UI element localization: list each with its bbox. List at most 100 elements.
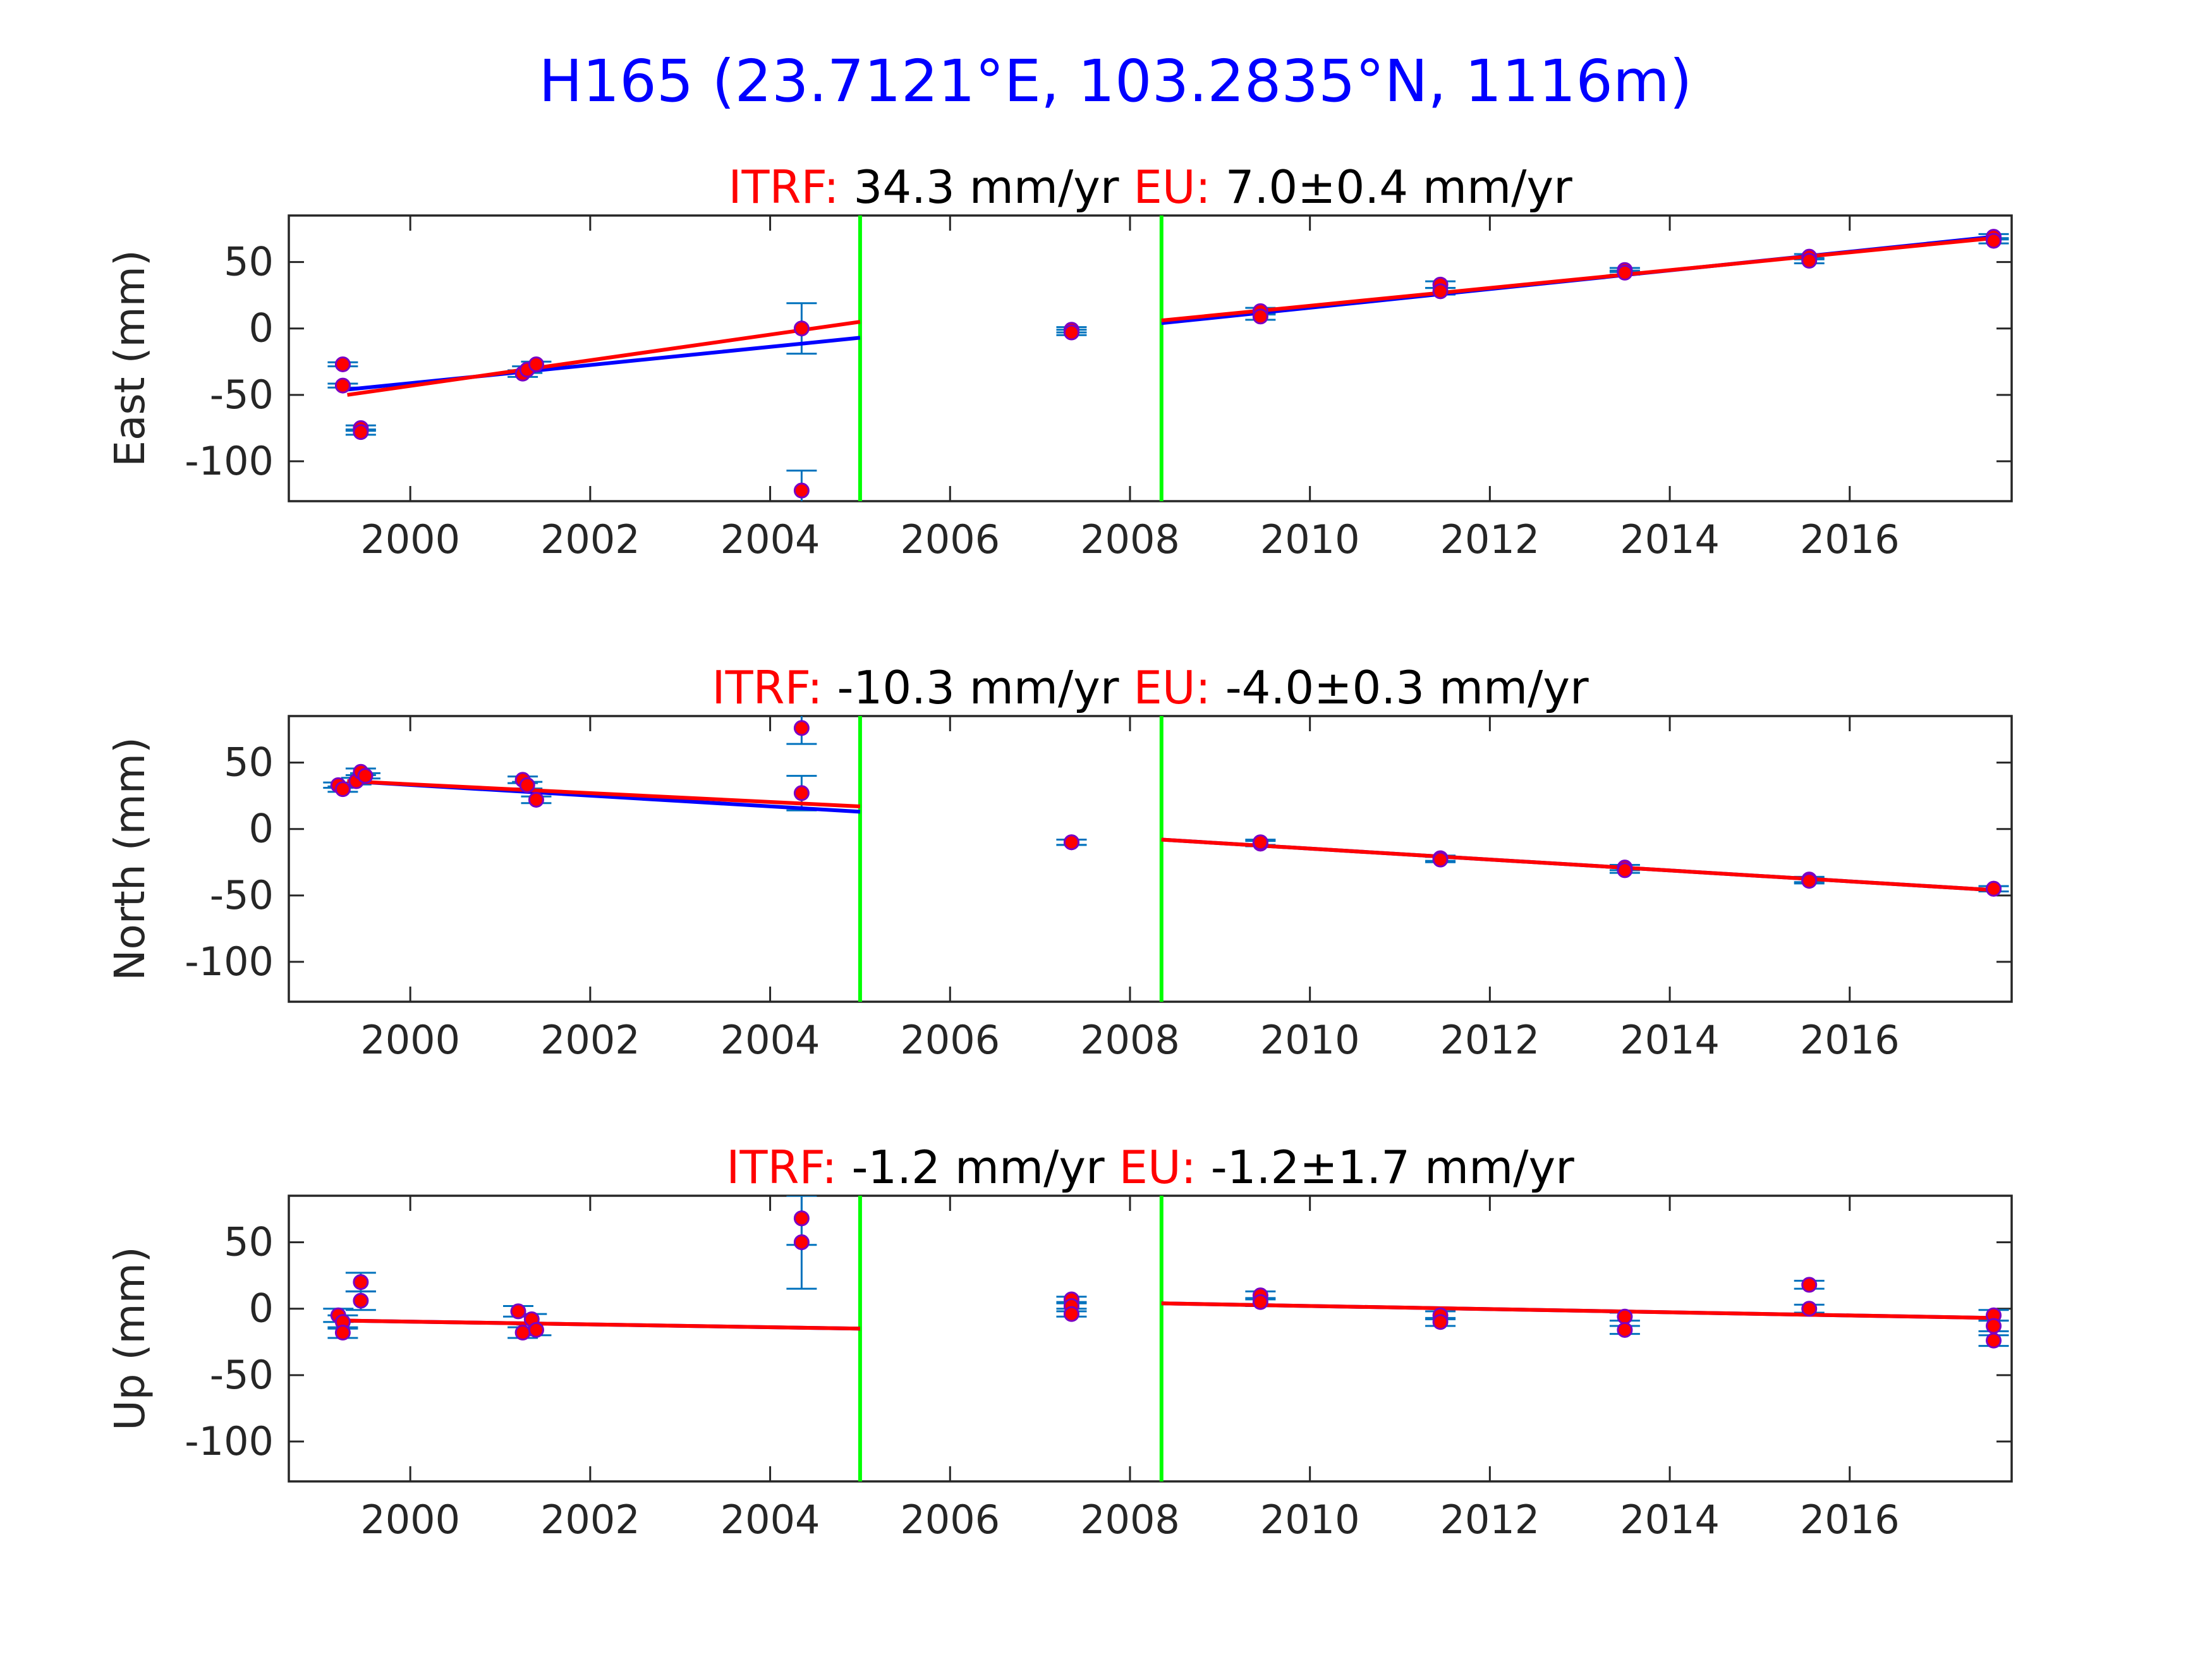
- x-tick-label: 2014: [1620, 1017, 1720, 1063]
- eu-value: -4.0±0.3 mm/yr: [1211, 661, 1589, 714]
- y-axis-label: Up (mm): [106, 1246, 154, 1430]
- axes-box: [288, 715, 2013, 1003]
- eu-value: 7.0±0.4 mm/yr: [1211, 161, 1572, 214]
- axes-box: [288, 1194, 2013, 1483]
- data-point: [528, 791, 544, 808]
- data-point: [528, 1322, 544, 1338]
- subplot-1: 2000 2002 2004 2006 2008 2010 2012 2014 2016 50 0 -…: [106, 161, 2013, 562]
- itrf-value: 34.3 mm/yr: [839, 161, 1134, 214]
- panel-header: ITRF: 34.3 mm/yr EU: 7.0±0.4 mm/yr: [728, 161, 1572, 214]
- x-tick-label: 2016: [1800, 1017, 1900, 1063]
- x-tick-label: 2014: [1620, 1497, 1720, 1543]
- y-tick-label: -50: [210, 1352, 274, 1398]
- data-point: [793, 320, 810, 337]
- data-point: [1432, 851, 1449, 868]
- x-tick-label: 2008: [1080, 1497, 1180, 1543]
- itrf-label: ITRF:: [726, 1141, 837, 1194]
- x-tick-label: 2002: [540, 516, 640, 562]
- itrf-value: -1.2 mm/yr: [837, 1141, 1119, 1194]
- data-point: [334, 781, 351, 798]
- axes-box: [288, 214, 2013, 502]
- itrf-value: -10.3 mm/yr: [823, 661, 1134, 714]
- fit-line-itrf: [347, 1318, 860, 1331]
- data-point: [1432, 283, 1449, 300]
- fit-line-itrf: [1161, 1301, 1994, 1320]
- x-tick-label: 2010: [1260, 1017, 1360, 1063]
- subplot-2: 2000 2002 2004 2006 2008 2010 2012 2014 2016 50 0 -…: [106, 661, 2013, 1063]
- data-point: [1252, 308, 1268, 325]
- plot-area: [327, 216, 2009, 501]
- data-point: [1252, 834, 1268, 851]
- x-tick-label: 2004: [720, 1497, 820, 1543]
- data-point: [1986, 880, 2002, 897]
- data-point: [1801, 252, 1818, 269]
- data-point: [1617, 264, 1633, 281]
- x-tick-label: 2002: [540, 1017, 640, 1063]
- x-tick-label: 2012: [1440, 516, 1540, 562]
- data-point: [519, 777, 535, 793]
- eu-value: -1.2±1.7 mm/yr: [1196, 1141, 1574, 1194]
- x-tick-label: 2000: [360, 1497, 460, 1543]
- data-point: [1986, 1332, 2002, 1349]
- x-tick-label: 2006: [900, 516, 1000, 562]
- data-point: [357, 768, 374, 784]
- data-point: [1986, 233, 2002, 249]
- x-tick-label: 2016: [1800, 516, 1900, 562]
- figure-title: H165 (23.7121°E, 103.2835°N, 1116m): [539, 47, 1692, 115]
- data-point: [1986, 1318, 2002, 1334]
- x-tick-label: 2002: [540, 1497, 640, 1543]
- y-tick-label: 0: [249, 305, 274, 351]
- panel-header: ITRF: -10.3 mm/yr EU: -4.0±0.3 mm/yr: [712, 661, 1589, 714]
- data-point: [1432, 1314, 1449, 1330]
- x-tick-label: 2014: [1620, 516, 1720, 562]
- y-tick-label: 50: [224, 739, 274, 786]
- x-tick-label: 2000: [360, 516, 460, 562]
- subplots: 2000 2002 2004 2006 2008 2010 2012 2014 2016 50 0 -…: [106, 161, 2013, 1543]
- x-tick-label: 2004: [720, 516, 820, 562]
- x-tick-label: 2010: [1260, 1497, 1360, 1543]
- fit-line-itrf: [1161, 837, 1994, 892]
- fit-line-itrf: [347, 779, 861, 808]
- data-point: [1063, 834, 1079, 851]
- y-tick-label: 50: [224, 1219, 274, 1265]
- data-point: [1617, 862, 1633, 878]
- data-point: [793, 1234, 810, 1251]
- eu-label: EU:: [1119, 1141, 1196, 1194]
- data-point: [1063, 324, 1079, 341]
- data-point: [1801, 873, 1818, 889]
- data-point: [793, 482, 810, 499]
- y-tick-label: 0: [249, 1285, 274, 1332]
- itrf-label: ITRF:: [712, 661, 822, 714]
- x-tick-label: 2012: [1440, 1497, 1540, 1543]
- y-tick-label: -100: [185, 438, 274, 484]
- data-point: [334, 1325, 351, 1341]
- data-point: [353, 424, 369, 441]
- data-point: [1252, 1294, 1268, 1310]
- x-tick-label: 2012: [1440, 1017, 1540, 1063]
- y-tick-label: -50: [210, 872, 274, 918]
- data-point: [1617, 1322, 1633, 1338]
- data-point: [334, 356, 351, 372]
- y-tick-label: 50: [224, 239, 274, 285]
- y-tick-label: 0: [249, 806, 274, 852]
- eu-label: EU:: [1133, 161, 1210, 214]
- data-point: [793, 785, 810, 801]
- x-tick-label: 2010: [1260, 516, 1360, 562]
- fit-line-itrf: [1161, 236, 1994, 323]
- x-tick-label: 2016: [1800, 1497, 1900, 1543]
- data-point: [1063, 1306, 1079, 1322]
- panel-header: ITRF: -1.2 mm/yr EU: -1.2±1.7 mm/yr: [726, 1141, 1574, 1194]
- y-axis-label: East (mm): [106, 250, 154, 466]
- x-tick-label: 2006: [900, 1497, 1000, 1543]
- y-tick-label: -100: [185, 1418, 274, 1464]
- x-tick-label: 2000: [360, 1017, 460, 1063]
- eu-label: EU:: [1133, 661, 1210, 714]
- y-tick-label: -50: [210, 372, 274, 418]
- itrf-label: ITRF:: [728, 161, 839, 214]
- y-tick-label: -100: [185, 939, 274, 985]
- x-tick-label: 2008: [1080, 1017, 1180, 1063]
- subplot-3: 2000 2002 2004 2006 2008 2010 2012 2014 2016 50 0 -…: [106, 1141, 2013, 1543]
- x-tick-label: 2006: [900, 1017, 1000, 1063]
